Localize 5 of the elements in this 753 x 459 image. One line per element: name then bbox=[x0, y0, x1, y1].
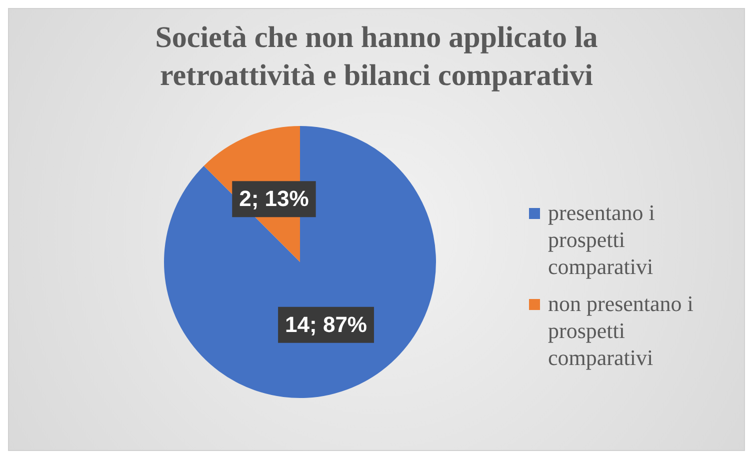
data-label: 14; 87% bbox=[285, 312, 367, 337]
chart-title: Società che non hanno applicato la retroattività e bilanci comparativi bbox=[154, 20, 599, 94]
legend-label: presentano i prospetti comparativi bbox=[548, 199, 656, 280]
legend-label: non presentano i prospetti comparativi bbox=[548, 290, 694, 371]
data-label: 2; 13% bbox=[239, 186, 309, 212]
